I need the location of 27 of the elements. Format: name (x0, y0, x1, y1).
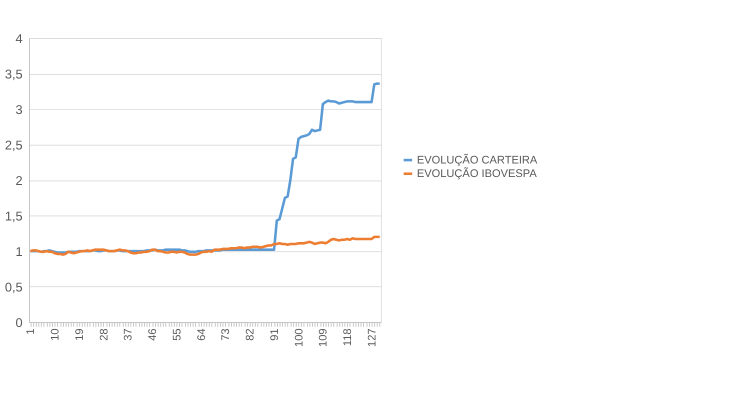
y-tick-label: 4 (15, 30, 23, 46)
x-tick-label: 127 (366, 328, 378, 347)
x-tick-label: 28 (98, 328, 110, 341)
x-tick-label: 118 (342, 328, 354, 346)
legend-label: EVOLUÇÃO IBOVESPA (416, 167, 538, 180)
x-tick-label: 55 (171, 328, 184, 341)
y-tick-label: 3 (15, 102, 23, 117)
x-tick-label: 46 (147, 328, 160, 341)
x-tick-label: 10 (50, 328, 62, 341)
y-tick-label: 3,5 (4, 66, 23, 82)
x-tick-label: 100 (293, 328, 306, 347)
line-series (29, 236, 381, 256)
x-tick-label: 37 (122, 328, 135, 341)
x-tick-label: 91 (268, 328, 281, 341)
y-tick-label: 1,5 (4, 208, 23, 224)
x-tick-label: 1 (25, 328, 38, 335)
y-tick-label: 0,5 (4, 279, 23, 294)
y-tick-label: 1 (15, 244, 23, 259)
y-tick-label: 2 (15, 172, 23, 188)
x-tick-label: 82 (244, 328, 257, 341)
x-tick-label: 64 (196, 328, 208, 341)
x-tick-label: 109 (318, 328, 330, 347)
legend-label: EVOLUÇÃO CARTEIRA (416, 154, 538, 166)
y-tick-label: 0 (15, 314, 23, 330)
y-tick-label: 2,5 (4, 137, 23, 152)
x-tick-label: 19 (74, 328, 86, 341)
x-tick-label: 73 (220, 328, 232, 341)
